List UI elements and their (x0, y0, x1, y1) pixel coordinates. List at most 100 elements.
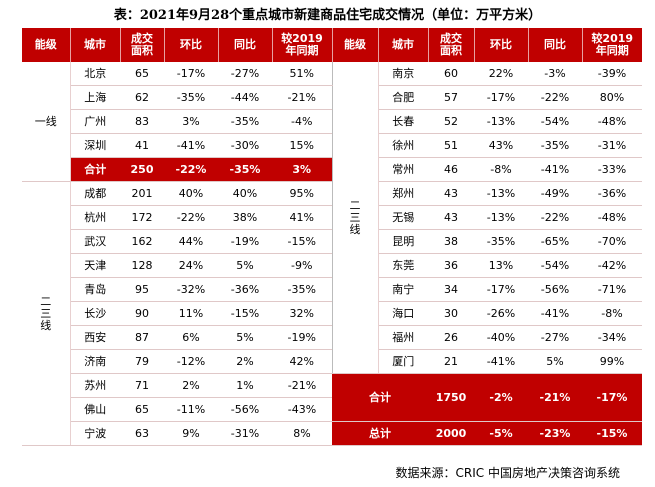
cell-city: 北京 (69, 62, 120, 86)
grand-total-mom: -5% (474, 421, 528, 446)
right-total-vs2019: -17% (582, 373, 642, 422)
header-mom: 环比 (163, 28, 218, 62)
cell-city: 苏州 (69, 373, 120, 398)
cell-area: 63 (120, 421, 164, 446)
data-source-note: 数据来源：CRIC 中国房地产决策咨询系统 (395, 466, 620, 480)
cell-area: 52 (428, 109, 474, 134)
table-row: 合计 250 -22% -35% 3% 常州 46 -8% -41% -33% (22, 157, 642, 182)
cell-mom: 44% (164, 229, 218, 254)
table-row: 长沙 90 11% -15% 32% 海口 30 -26% -41% -8% (22, 301, 642, 326)
cell-city: 杭州 (69, 205, 120, 230)
cell-yoy: 5% (218, 325, 272, 350)
cell-yoy: -31% (218, 421, 272, 446)
cell-area: 162 (120, 229, 164, 254)
cell-area: 36 (428, 253, 474, 278)
cell-city: 武汉 (69, 229, 120, 254)
cell-city: 西安 (69, 325, 120, 350)
cell-vs2019: -48% (582, 109, 642, 134)
cell-area: 71 (120, 373, 164, 398)
cell-yoy: -22% (528, 205, 582, 230)
cell-mom: -40% (474, 325, 528, 350)
cell-city: 成都 (69, 181, 120, 206)
cell-area: 201 (120, 181, 164, 206)
cell-area: 60 (428, 62, 474, 86)
cell-city: 昆明 (377, 229, 428, 254)
cell-yoy: -35% (218, 109, 272, 134)
cell-area: 62 (120, 85, 164, 110)
cell-city: 无锡 (377, 205, 428, 230)
cell-city: 广州 (69, 109, 120, 134)
table-row: 一线 北京 65 -17% -27% 51% 二三线 南京 60 22% -3% -39% (22, 62, 642, 374)
right-total-yoy: -21% (528, 373, 582, 422)
cell-vs2019: 3% (272, 157, 332, 182)
cell-vs2019: -34% (582, 325, 642, 350)
cell-city: 常州 (377, 157, 428, 182)
cell-vs2019: -39% (582, 62, 642, 86)
header-row: 能级 城市 成交面积 环比 同比 较2019年同期 能级 城市 成交面积 环比 … (22, 28, 642, 62)
cell-mom: 3% (164, 109, 218, 134)
cell-yoy: 40% (218, 181, 272, 206)
cell-city: 合计 (69, 157, 120, 182)
header-vs2019: 较2019年同期 (271, 28, 332, 62)
cell-area: 90 (120, 301, 164, 326)
cell-yoy: -35% (528, 133, 582, 158)
cell-vs2019: -43% (272, 397, 332, 422)
cell-city: 济南 (69, 349, 120, 374)
cell-mom: -13% (474, 181, 528, 206)
cell-yoy: -19% (218, 229, 272, 254)
cell-city: 海口 (377, 301, 428, 326)
cell-area: 87 (120, 325, 164, 350)
table-row: 济南 79 -12% 2% 42% 厦门 21 -41% 5% 99% (22, 349, 642, 374)
cell-area: 79 (120, 349, 164, 374)
cell-yoy: 1% (218, 373, 272, 398)
table-row: 苏州 71 2% 1% -21% 合计 1750 -2% -21% -17% (22, 373, 642, 422)
table-row: 青岛 95 -32% -36% -35% 南宁 34 -17% -56% -71% (22, 277, 642, 302)
cell-yoy: -41% (528, 301, 582, 326)
cell-vs2019: -8% (582, 301, 642, 326)
cell-area: 34 (428, 277, 474, 302)
cell-mom: -35% (474, 229, 528, 254)
header-yoy-right: 同比 (527, 28, 582, 62)
cell-vs2019: -31% (582, 133, 642, 158)
table-row: 杭州 172 -22% 38% 41% 无锡 43 -13% -22% -48% (22, 205, 642, 230)
cell-mom: -8% (474, 157, 528, 182)
cell-vs2019: 42% (272, 349, 332, 374)
cell-city: 徐州 (377, 133, 428, 158)
cell-city: 南宁 (377, 277, 428, 302)
cell-vs2019: -15% (272, 229, 332, 254)
cell-city: 青岛 (69, 277, 120, 302)
cell-city: 天津 (69, 253, 120, 278)
cell-vs2019: -48% (582, 205, 642, 230)
cell-mom: 9% (164, 421, 218, 446)
cell-vs2019: 51% (272, 62, 332, 86)
header-mom-right: 环比 (473, 28, 528, 62)
cell-city: 厦门 (377, 349, 428, 374)
cell-city: 佛山 (69, 397, 120, 422)
cell-city: 郑州 (377, 181, 428, 206)
cell-yoy: -36% (218, 277, 272, 302)
header-area-right: 成交面积 (427, 28, 474, 62)
cell-yoy: 5% (528, 349, 582, 374)
cell-mom: -11% (164, 397, 218, 422)
cell-mom: -17% (474, 85, 528, 110)
cell-area: 21 (428, 349, 474, 374)
table-row: 宁波 63 9% -31% 8% 总计 2000 -5% -23% -15% (22, 421, 642, 446)
cell-city: 东莞 (377, 253, 428, 278)
table-row: 上海 62 -35% -44% -21% 合肥 57 -17% -22% 80% (22, 85, 642, 110)
cell-area: 65 (120, 62, 164, 86)
cell-yoy: -27% (218, 62, 272, 86)
cell-yoy: -49% (528, 181, 582, 206)
cell-mom: -26% (474, 301, 528, 326)
right-total-area: 1750 (428, 373, 474, 422)
cell-area: 128 (120, 253, 164, 278)
cell-city: 深圳 (69, 133, 120, 158)
cell-area: 46 (428, 157, 474, 182)
grand-total-area: 2000 (428, 421, 474, 446)
cell-area: 43 (428, 181, 474, 206)
table-row: 二三线 成都 201 40% 40% 95% 郑州 43 -13% -49% -36% (22, 181, 642, 446)
cell-yoy: -30% (218, 133, 272, 158)
cell-area: 43 (428, 205, 474, 230)
grand-total-vs2019: -15% (582, 421, 642, 446)
header-city: 城市 (69, 28, 120, 62)
cell-yoy: -15% (218, 301, 272, 326)
